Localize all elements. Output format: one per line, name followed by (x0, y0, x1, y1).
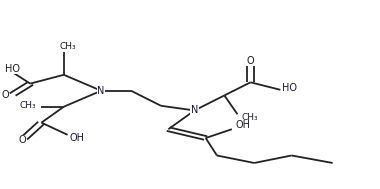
Text: O: O (247, 56, 254, 66)
Text: OH: OH (236, 120, 250, 130)
Text: OH: OH (70, 133, 84, 143)
Text: O: O (1, 90, 9, 99)
Text: HO: HO (282, 83, 297, 93)
Text: N: N (191, 105, 198, 115)
Text: CH₃: CH₃ (241, 113, 258, 122)
Text: HO: HO (5, 64, 20, 74)
Text: CH₃: CH₃ (19, 101, 36, 110)
Text: CH₃: CH₃ (59, 42, 76, 51)
Text: O: O (18, 136, 26, 146)
Text: N: N (98, 86, 105, 96)
